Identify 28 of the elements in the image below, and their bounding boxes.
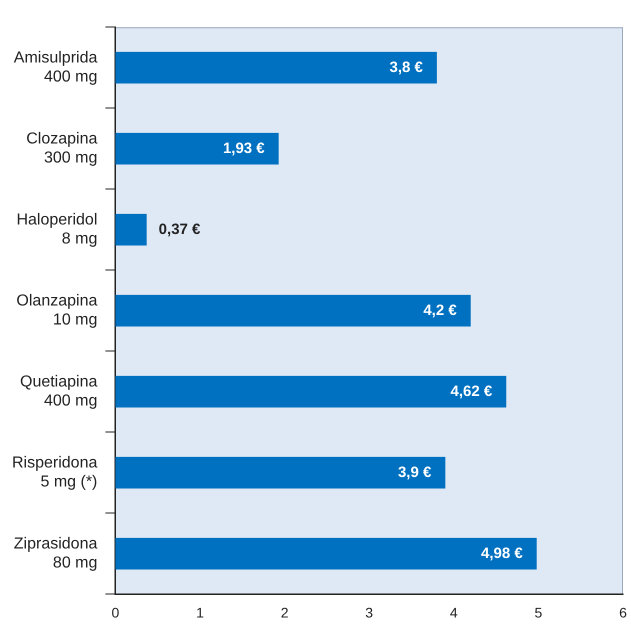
x-tick-label: 1 xyxy=(196,604,204,620)
data-label: 3,8 € xyxy=(390,58,424,76)
bar xyxy=(115,214,147,246)
data-label: 4,2 € xyxy=(423,302,458,319)
y-tick-label: Quetiapina 400 mg xyxy=(20,374,98,410)
x-tick-label: 5 xyxy=(534,604,542,620)
x-tick-label: 4 xyxy=(450,604,458,620)
bar xyxy=(115,456,446,488)
bar xyxy=(115,538,537,570)
x-tick-label: 3 xyxy=(365,604,374,620)
y-tick-label: Ziprasidona 80 mg xyxy=(14,536,98,572)
y-tick-label: Clozapina 300 mg xyxy=(26,130,98,167)
bar xyxy=(115,294,471,326)
x-tick-label: 6 xyxy=(619,604,628,620)
data-label: 4,98 € xyxy=(480,544,524,562)
y-tick-label: Olanzapina 10 mg xyxy=(16,292,98,329)
bar xyxy=(115,52,437,84)
y-tick-label: Haloperidol 8 mg xyxy=(16,212,98,248)
bar xyxy=(115,132,279,164)
y-tick-label: Amisulprida 400 mg xyxy=(14,50,98,86)
data-label: 1,93 € xyxy=(222,140,266,157)
data-label: 4,62 € xyxy=(450,382,493,400)
y-tick-label: Risperidona 5 mg (*) xyxy=(12,454,98,491)
bar xyxy=(115,376,506,408)
x-tick-label: 2 xyxy=(280,604,289,620)
data-label: 3,9 € xyxy=(398,464,432,481)
x-tick-label: 0 xyxy=(111,604,120,620)
data-label: 0,37 € xyxy=(158,220,202,238)
